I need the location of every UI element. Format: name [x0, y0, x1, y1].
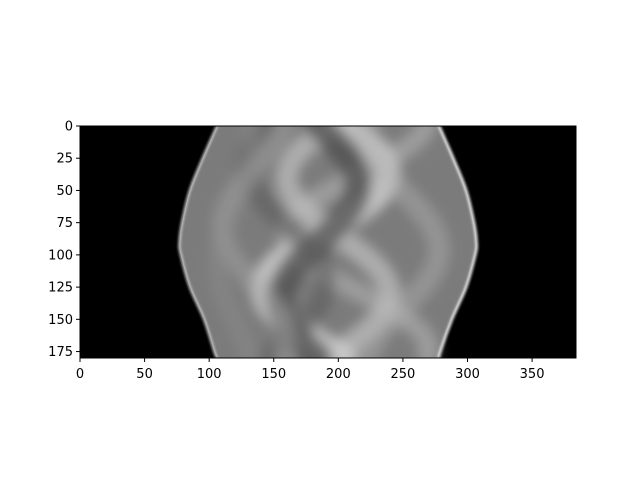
y-axis: 0 25 50 75 100 125 150 175 — [48, 120, 80, 360]
y-tick-label: 50 — [56, 184, 73, 199]
light-band — [355, 126, 451, 358]
y-tick-label: 0 — [65, 120, 73, 135]
y-tick-label: 75 — [56, 216, 73, 231]
x-tick-label: 250 — [391, 367, 416, 382]
y-tick-label: 125 — [48, 281, 73, 296]
x-tick-label: 100 — [197, 367, 222, 382]
axes-frame — [79, 125, 577, 359]
x-tick-label: 200 — [326, 367, 351, 382]
plot-area — [79, 125, 577, 359]
mid-band — [207, 126, 263, 358]
x-tick-label: 0 — [76, 367, 84, 382]
y-tick-label: 175 — [48, 345, 73, 360]
x-tick-label: 350 — [520, 367, 545, 382]
sinogram-edges — [178, 126, 479, 358]
y-tick-label: 100 — [48, 248, 73, 263]
x-tick-label: 150 — [261, 367, 286, 382]
left-support-edge — [178, 126, 218, 358]
x-tick-label: 50 — [136, 367, 153, 382]
y-tick-label: 25 — [56, 152, 73, 167]
y-tick-label: 150 — [48, 313, 73, 328]
x-tick-label: 300 — [455, 367, 480, 382]
x-axis: 0 50 100 150 200 250 300 350 — [76, 358, 545, 382]
right-support-edge — [437, 126, 479, 358]
sinogram-texture — [207, 126, 451, 358]
